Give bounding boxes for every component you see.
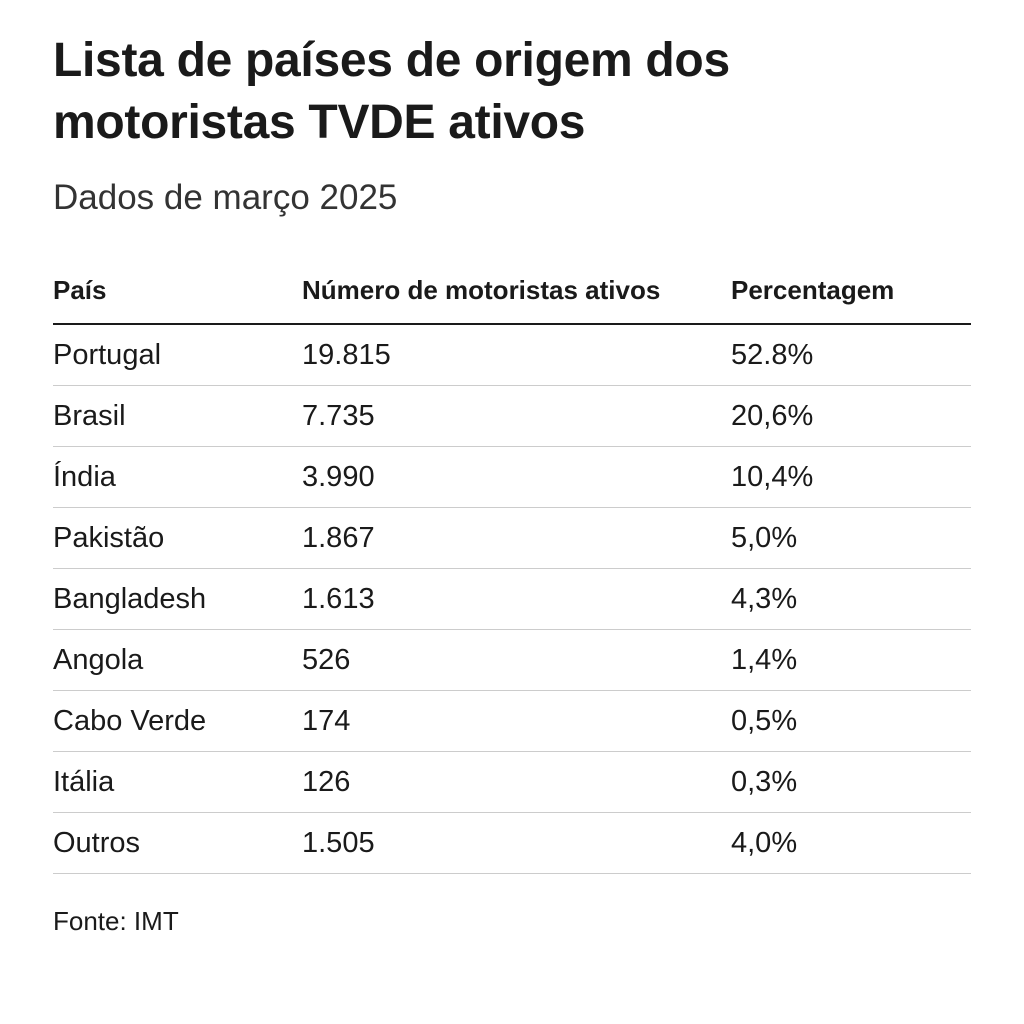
table-row: Pakistão 1.867 5,0%	[53, 507, 971, 569]
header-row: País Número de motoristas ativos Percent…	[53, 272, 971, 325]
column-header-active-drivers: Número de motoristas ativos	[302, 272, 731, 325]
cell-country: Bangladesh	[53, 568, 302, 630]
cell-active-drivers: 19.815	[302, 324, 731, 386]
cell-country: Itália	[53, 751, 302, 813]
cell-percentage: 4,3%	[731, 568, 971, 630]
cell-percentage: 10,4%	[731, 446, 971, 508]
cell-percentage: 20,6%	[731, 385, 971, 447]
data-table: País Número de motoristas ativos Percent…	[53, 272, 971, 874]
cell-active-drivers: 126	[302, 751, 731, 813]
table-row: Cabo Verde 174 0,5%	[53, 690, 971, 752]
source-note: Fonte: IMT	[53, 905, 179, 936]
cell-country: Índia	[53, 446, 302, 508]
cell-country: Outros	[53, 812, 302, 874]
column-header-percentage: Percentagem	[731, 272, 971, 325]
cell-active-drivers: 3.990	[302, 446, 731, 508]
cell-country: Portugal	[53, 324, 302, 386]
cell-country: Angola	[53, 629, 302, 691]
cell-active-drivers: 526	[302, 629, 731, 691]
cell-active-drivers: 1.867	[302, 507, 731, 569]
cell-active-drivers: 7.735	[302, 385, 731, 447]
cell-active-drivers: 174	[302, 690, 731, 752]
table-body: Portugal 19.815 52.8% Brasil 7.735 20,6%…	[53, 324, 971, 874]
table-row: Angola 526 1,4%	[53, 629, 971, 691]
cell-percentage: 4,0%	[731, 812, 971, 874]
table-row: Brasil 7.735 20,6%	[53, 385, 971, 447]
table-row: Bangladesh 1.613 4,3%	[53, 568, 971, 630]
cell-percentage: 0,5%	[731, 690, 971, 752]
cell-country: Brasil	[53, 385, 302, 447]
cell-active-drivers: 1.613	[302, 568, 731, 630]
cell-percentage: 1,4%	[731, 629, 971, 691]
table-row: Itália 126 0,3%	[53, 751, 971, 813]
page-title: Lista de países de origem dos motoristas…	[53, 34, 730, 149]
table-row: Índia 3.990 10,4%	[53, 446, 971, 508]
cell-active-drivers: 1.505	[302, 812, 731, 874]
page-subtitle: Dados de março 2025	[53, 178, 398, 217]
cell-percentage: 0,3%	[731, 751, 971, 813]
cell-country: Cabo Verde	[53, 690, 302, 752]
table-row: Portugal 19.815 52.8%	[53, 324, 971, 386]
column-header-country: País	[53, 272, 302, 325]
cell-percentage: 52.8%	[731, 324, 971, 386]
table-header: País Número de motoristas ativos Percent…	[53, 272, 971, 325]
cell-percentage: 5,0%	[731, 507, 971, 569]
cell-country: Pakistão	[53, 507, 302, 569]
table-row: Outros 1.505 4,0%	[53, 812, 971, 874]
